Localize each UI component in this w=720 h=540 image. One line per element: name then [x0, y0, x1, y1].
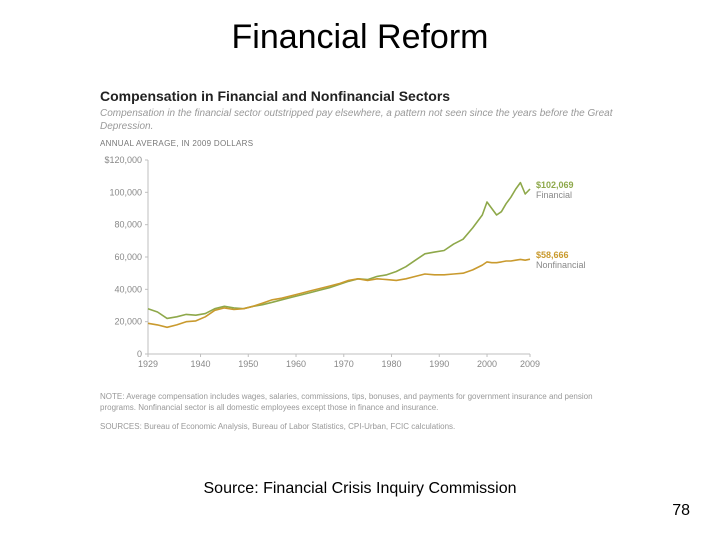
chart: 0 20,000 40,000 60,000 80,000 100,000 $120,000… — [100, 154, 620, 384]
svg-text:1929: 1929 — [138, 359, 158, 369]
series-callout-financial: $102,069 Financial — [536, 181, 574, 201]
svg-text:40,000: 40,000 — [114, 284, 142, 294]
figure-title: Compensation in Financial and Nonfinanci… — [100, 88, 620, 104]
svg-text:100,000: 100,000 — [109, 187, 142, 197]
figure-block: Compensation in Financial and Nonfinanci… — [100, 88, 620, 432]
slide-title: Financial Reform — [0, 18, 720, 57]
figure-sources: SOURCES: Bureau of Economic Analysis, Bu… — [100, 422, 620, 433]
figure-note: NOTE: Average compensation includes wage… — [100, 392, 620, 414]
svg-text:2000: 2000 — [477, 359, 497, 369]
svg-text:0: 0 — [137, 349, 142, 359]
svg-text:80,000: 80,000 — [114, 220, 142, 230]
source-caption: Source: Financial Crisis Inquiry Commiss… — [0, 480, 720, 498]
callout-label: Financial — [536, 191, 574, 201]
svg-text:1980: 1980 — [382, 359, 402, 369]
callout-label: Nonfinancial — [536, 261, 586, 271]
slide: Financial Reform Compensation in Financi… — [0, 0, 720, 540]
page-number: 78 — [672, 502, 690, 520]
svg-text:1990: 1990 — [429, 359, 449, 369]
svg-text:1970: 1970 — [334, 359, 354, 369]
svg-text:1960: 1960 — [286, 359, 306, 369]
svg-text:2009: 2009 — [520, 359, 540, 369]
svg-text:20,000: 20,000 — [114, 317, 142, 327]
figure-unit-label: ANNUAL AVERAGE, IN 2009 DOLLARS — [100, 139, 620, 148]
svg-text:1940: 1940 — [191, 359, 211, 369]
figure-subtitle: Compensation in the financial sector out… — [100, 108, 620, 133]
svg-text:$120,000: $120,000 — [104, 155, 142, 165]
svg-text:60,000: 60,000 — [114, 252, 142, 262]
series-callout-nonfinancial: $58,666 Nonfinancial — [536, 251, 586, 271]
svg-text:1950: 1950 — [238, 359, 258, 369]
